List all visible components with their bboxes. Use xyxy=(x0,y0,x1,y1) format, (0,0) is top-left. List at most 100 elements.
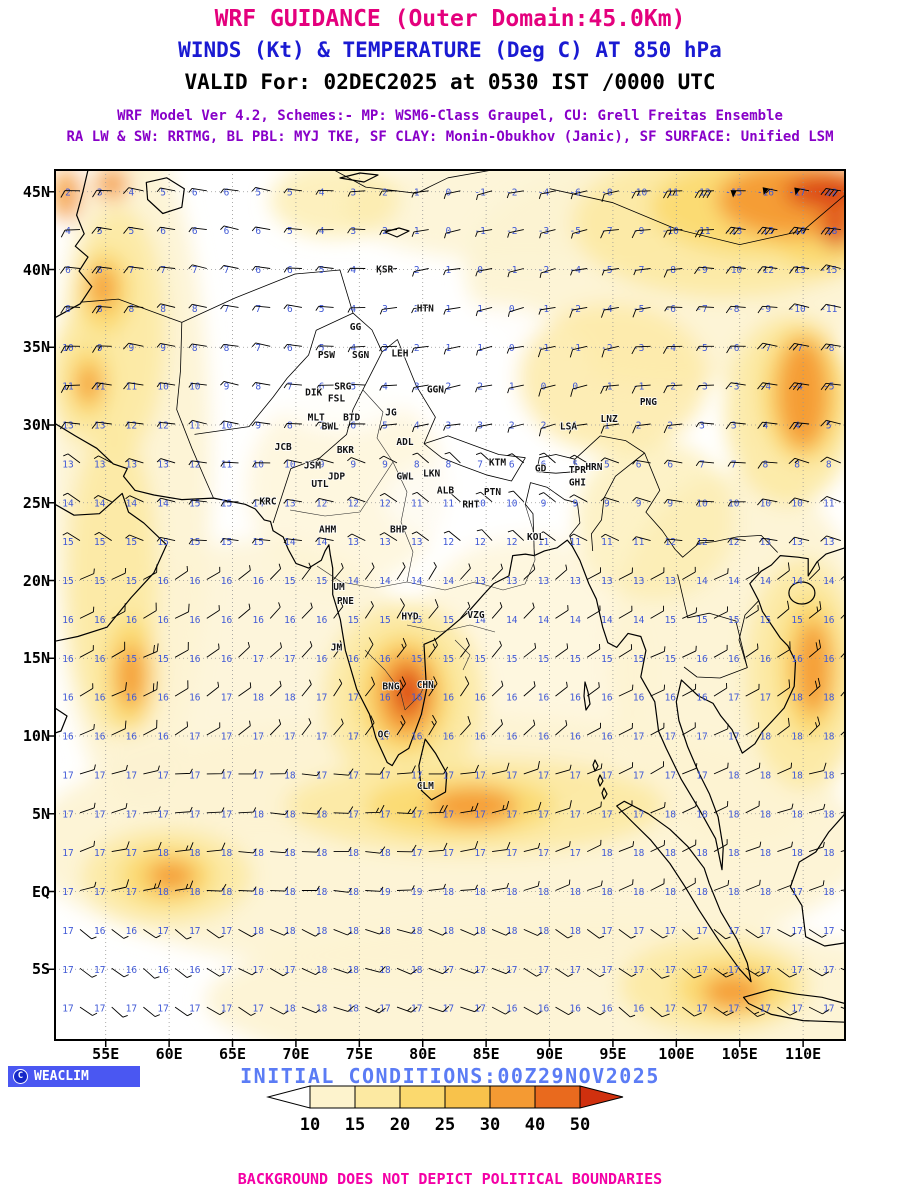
map-graphic xyxy=(507,453,525,464)
wind-barb-icon xyxy=(745,841,762,853)
temperature-value: 2 xyxy=(414,265,420,276)
wind-barb-icon xyxy=(840,561,845,580)
temperature-value: 15 xyxy=(443,654,454,665)
wind-barb-icon xyxy=(523,681,536,697)
temperature-value: 6 xyxy=(255,265,261,276)
wind-barb-icon xyxy=(270,928,289,936)
wind-barb-icon xyxy=(569,345,588,358)
wind-barb-icon xyxy=(428,842,448,853)
map-graphic xyxy=(111,603,126,619)
temperature-value: 18 xyxy=(569,887,581,898)
temperature-value: 18 xyxy=(348,887,360,898)
map-graphic xyxy=(491,602,503,619)
temperature-value: 15 xyxy=(443,615,454,626)
wind-barb-icon xyxy=(60,345,81,354)
station-label: PNG xyxy=(640,397,657,408)
map-graphic xyxy=(315,189,334,195)
map-graphic xyxy=(176,322,214,499)
wind-barb-icon xyxy=(111,841,130,853)
wind-barb-icon xyxy=(301,967,320,976)
map-graphic xyxy=(537,345,556,358)
temperature-value: 16 xyxy=(221,576,233,587)
map-graphic xyxy=(587,839,602,853)
map-graphic xyxy=(523,928,542,936)
map-graphic xyxy=(364,562,375,580)
wind-barb-icon xyxy=(252,305,271,311)
wind-barb-icon xyxy=(269,642,282,658)
map-graphic xyxy=(460,928,479,936)
map-graphic xyxy=(93,455,112,464)
temperature-value: 16 xyxy=(538,1004,550,1015)
wind-barb-icon xyxy=(777,1006,798,1016)
wind-barb-icon xyxy=(238,603,251,619)
station-label: PTN xyxy=(484,487,501,498)
map-graphic xyxy=(411,384,429,393)
map-graphic xyxy=(587,801,602,814)
map-graphic xyxy=(568,423,588,434)
temperature-value: 8 xyxy=(794,459,800,470)
wind-barb-icon xyxy=(428,637,438,658)
map-graphic xyxy=(392,461,414,583)
wind-barb-icon xyxy=(727,501,746,507)
lat-axis-label: 45N xyxy=(22,182,50,201)
temperature-value: 16 xyxy=(379,693,391,704)
wind-barb-icon xyxy=(396,928,416,934)
map-graphic xyxy=(725,382,746,390)
map-graphic xyxy=(206,1006,225,1015)
temperature-value: 18 xyxy=(506,887,518,898)
map-graphic xyxy=(725,421,746,430)
map-graphic xyxy=(301,562,312,580)
temperature-value: 2 xyxy=(382,187,388,198)
map-graphic xyxy=(663,423,683,434)
disclaimer-text: BACKGROUND DOES NOT DEPICT POLITICAL BOU… xyxy=(237,1170,663,1188)
wind-barb-icon xyxy=(347,190,366,197)
map-graphic xyxy=(428,561,437,580)
map-graphic xyxy=(586,682,600,697)
map-graphic xyxy=(632,459,651,465)
temperature-value: 5 xyxy=(319,343,325,354)
map-graphic xyxy=(188,188,207,193)
map-graphic xyxy=(412,423,429,433)
station-label: TPR xyxy=(569,465,586,476)
map-graphic xyxy=(428,1005,450,1013)
temperature-value: 6 xyxy=(350,421,356,432)
temperature-value: 17 xyxy=(252,732,263,743)
map-graphic xyxy=(143,602,157,619)
wind-barb-icon xyxy=(60,421,81,430)
wind-barb-icon xyxy=(491,928,511,936)
lat-axis-label: 25N xyxy=(22,493,50,512)
temperature-value: 17 xyxy=(221,732,232,743)
wind-barb-icon xyxy=(443,345,461,355)
temperature-value: 5 xyxy=(382,421,388,432)
wind-barb-icon xyxy=(523,719,536,736)
temperature-value: 14 xyxy=(601,615,613,626)
wind-barb-icon xyxy=(730,190,746,198)
map-graphic xyxy=(188,227,207,233)
wind-barb-icon xyxy=(586,722,601,736)
temperature-value: 14 xyxy=(411,576,423,587)
map-graphic xyxy=(663,268,683,278)
map-graphic xyxy=(681,929,699,940)
map-graphic xyxy=(60,421,81,430)
wind-barb-icon xyxy=(188,419,207,425)
map-graphic xyxy=(663,229,683,238)
wind-barb-icon xyxy=(632,423,651,434)
java-coastline xyxy=(742,988,845,1023)
wind-barb-icon xyxy=(174,721,188,736)
wind-barb-icon xyxy=(663,190,683,199)
map-graphic xyxy=(650,929,668,939)
map-graphic xyxy=(333,601,344,619)
map-graphic xyxy=(364,637,374,658)
station-label: ADL xyxy=(396,437,413,448)
wind-barb-icon xyxy=(601,345,620,358)
station-label: BHP xyxy=(390,524,407,535)
temperature-value: 0 xyxy=(509,304,515,315)
wind-barb-icon xyxy=(91,226,112,234)
wind-barb-icon xyxy=(364,715,375,736)
temperature-value: 17 xyxy=(411,770,422,781)
map-graphic xyxy=(618,723,633,736)
map-graphic xyxy=(283,423,302,429)
map-graphic xyxy=(283,538,302,544)
map-graphic xyxy=(423,443,526,482)
